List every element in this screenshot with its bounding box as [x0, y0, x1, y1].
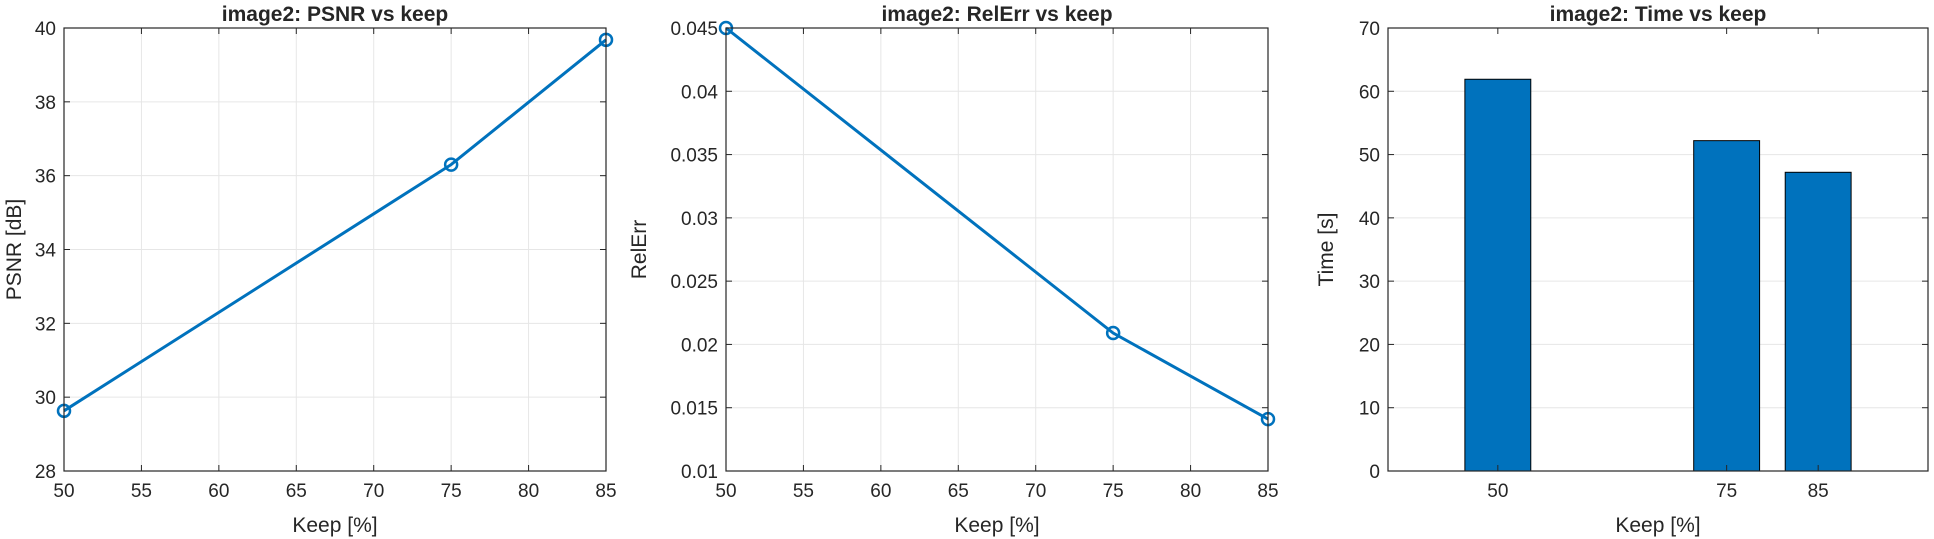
y-tick-label: 0.04	[681, 82, 718, 103]
x-tick-label: 55	[131, 481, 152, 502]
bar	[1784, 171, 1852, 472]
y-tick-label: 10	[1359, 399, 1380, 420]
x-axis-label: Keep [%]	[1615, 514, 1700, 537]
x-tick-label: 70	[363, 481, 384, 502]
y-tick-label: 40	[1359, 209, 1380, 230]
y-tick-label: 0	[1369, 462, 1380, 483]
y-tick-label: 38	[35, 93, 56, 114]
chart-title: image2: PSNR vs keep	[222, 3, 448, 26]
chart-title: image2: Time vs keep	[1550, 3, 1767, 26]
x-tick-label: 75	[1716, 481, 1737, 502]
x-tick-label: 60	[870, 481, 891, 502]
x-tick-label: 80	[1180, 481, 1201, 502]
data-point	[443, 157, 459, 172]
y-tick-label: 0.045	[670, 19, 718, 40]
chart-2: 50 55 60 65 70 75 80 85 0.01 0.015 0.02 0.025 0.03 0.…	[628, 3, 1279, 537]
y-axis-label: RelErr	[628, 220, 651, 280]
bar	[1464, 78, 1532, 472]
x-tick-label: 70	[1025, 481, 1046, 502]
x-tick-label: 85	[1257, 481, 1278, 502]
x-axis-label: Keep [%]	[954, 514, 1039, 537]
chart-1: 50 55 60 65 70 75 80 85 28 30 32 34 36 38 40 image2: PS…	[3, 3, 617, 537]
x-tick-label: 60	[208, 481, 229, 502]
chart-title: image2: RelErr vs keep	[881, 3, 1112, 26]
y-tick-label: 70	[1359, 19, 1380, 40]
axes-box	[725, 27, 1269, 472]
y-tick-label: 0.01	[681, 462, 718, 483]
x-tick-label: 65	[286, 481, 307, 502]
series-line	[63, 38, 607, 413]
y-tick-label: 40	[35, 19, 56, 40]
y-tick-label: 50	[1359, 146, 1380, 167]
y-axis-label: PSNR [dB]	[3, 199, 26, 301]
y-tick-label: 36	[35, 167, 56, 188]
x-axis-label: Keep [%]	[292, 514, 377, 537]
x-tick-label: 50	[715, 481, 736, 502]
x-tick-label: 75	[441, 481, 462, 502]
y-tick-label: 0.02	[681, 335, 718, 356]
y-tick-label: 30	[1359, 272, 1380, 293]
x-tick-label: 50	[53, 481, 74, 502]
x-tick-label: 55	[793, 481, 814, 502]
y-tick-label: 32	[35, 314, 56, 335]
y-axis-label: Time [s]	[1315, 213, 1338, 287]
x-tick-label: 80	[518, 481, 539, 502]
y-tick-label: 0.015	[670, 399, 718, 420]
axes-box	[1387, 27, 1929, 472]
x-tick-label: 85	[1808, 481, 1829, 502]
y-tick-label: 0.035	[670, 146, 718, 167]
y-tick-label: 20	[1359, 335, 1380, 356]
bar	[1693, 140, 1761, 472]
x-tick-label: 75	[1103, 481, 1124, 502]
y-tick-label: 0.025	[670, 272, 718, 293]
x-tick-label: 85	[595, 481, 616, 502]
y-tick-label: 34	[35, 241, 57, 262]
y-tick-label: 28	[35, 462, 56, 483]
x-tick-label: 50	[1487, 481, 1508, 502]
y-tick-label: 60	[1359, 82, 1380, 103]
y-tick-label: 30	[35, 388, 56, 409]
chart-3: 50 75 85 0 10 20 30 40 50 60 70 image2: Time vs kee…	[1315, 3, 1929, 537]
data-point	[1105, 325, 1121, 341]
x-tick-label: 65	[948, 481, 969, 502]
y-tick-label: 0.03	[681, 209, 718, 230]
series-line	[725, 26, 1269, 421]
